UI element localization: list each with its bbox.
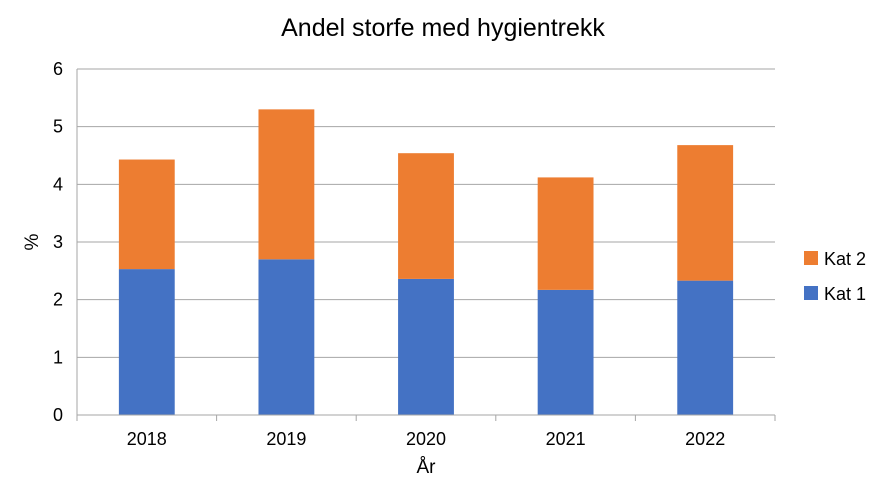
x-tick-label-2018: 2018: [127, 429, 167, 449]
bar-kat-1-2020: [398, 278, 454, 415]
bar-kat-2-2018: [118, 159, 175, 270]
bar-kat-2-2020: [398, 153, 454, 279]
y-tick-label-4: 4: [53, 174, 63, 194]
y-axis-title: %: [22, 233, 43, 250]
y-tick-label-0: 0: [53, 405, 63, 425]
bar-kat-2-2019: [258, 109, 315, 260]
legend-swatch-kat-2: [804, 251, 818, 265]
legend-label-kat-2: Kat 2: [824, 249, 866, 269]
x-axis-title: År: [417, 457, 437, 478]
bar-kat-1-2021: [537, 289, 594, 415]
y-tick-label-6: 6: [53, 59, 63, 79]
x-tick-label-2020: 2020: [406, 429, 446, 449]
bar-kat-2-2022: [677, 145, 734, 281]
bar-kat-1-2019: [258, 259, 315, 415]
y-tick-label-1: 1: [53, 347, 63, 367]
bar-kat-1-2022: [677, 280, 734, 415]
y-tick-label-2: 2: [53, 290, 63, 310]
bar-kat-1-2018: [118, 269, 175, 415]
y-tick-label-5: 5: [53, 117, 63, 137]
legend-swatch-kat-1: [804, 286, 818, 300]
x-tick-label-2021: 2021: [546, 429, 586, 449]
chart-title: Andel storfe med hygientrekk: [281, 14, 605, 42]
x-tick-label-2022: 2022: [685, 429, 725, 449]
y-tick-label-3: 3: [53, 232, 63, 252]
bar-kat-2-2021: [537, 177, 594, 290]
x-tick-label-2019: 2019: [266, 429, 306, 449]
legend-label-kat-1: Kat 1: [824, 284, 866, 304]
